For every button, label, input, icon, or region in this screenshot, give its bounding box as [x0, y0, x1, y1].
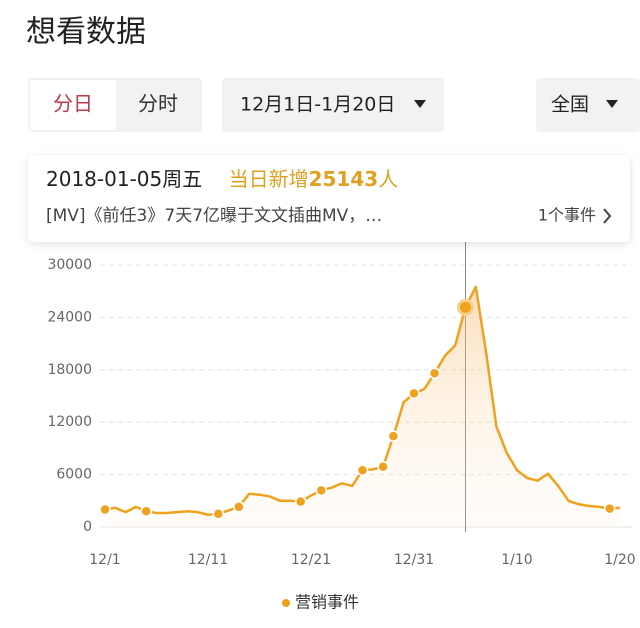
y-tick-label: 24000	[47, 309, 92, 325]
event-marker	[356, 464, 369, 476]
region-dropdown[interactable]	[536, 78, 640, 132]
event-marker	[603, 502, 616, 515]
event-marker	[212, 508, 225, 520]
dropdown-arrow	[414, 100, 426, 108]
tooltip-date: 2018-01-05周五	[46, 167, 202, 191]
chart: 0 6000 12000 18000 24000 30000 12/1 12/11 12/21 1…	[47, 242, 636, 612]
x-tick-label: 1/10	[501, 552, 532, 568]
tooltip-count: 25143	[309, 167, 379, 191]
event-marker	[294, 495, 307, 508]
tooltip-event: [MV]《前任3》7天7亿曝于文文插曲MV，…	[46, 206, 382, 226]
date-dropdown[interactable]	[222, 78, 444, 132]
x-tick-label: 12/11	[188, 552, 228, 568]
event-marker	[99, 503, 111, 516]
y-tick-label: 6000	[56, 467, 92, 483]
event-marker	[387, 430, 400, 442]
legend-label: 营销事件	[295, 593, 359, 612]
event-marker	[408, 387, 420, 400]
event-marker	[233, 501, 245, 513]
tab-day[interactable]: 分日	[53, 92, 93, 116]
event-marker	[377, 460, 389, 473]
chevron	[603, 208, 612, 224]
event-count[interactable]: 1个事件	[538, 206, 596, 225]
x-tick-label: 12/21	[291, 552, 331, 568]
x-tick-label: 12/31	[394, 552, 434, 568]
y-tick-label: 30000	[47, 257, 92, 273]
event-marker	[428, 367, 441, 380]
y-tick-label: 12000	[47, 414, 92, 430]
page-title: 想看数据	[26, 15, 146, 50]
event-marker	[315, 484, 328, 497]
event-marker	[140, 505, 152, 518]
tab-hour[interactable]: 分时	[138, 92, 178, 116]
tooltip-card	[28, 155, 630, 242]
legend-dot	[282, 599, 290, 607]
region: 全国	[551, 94, 589, 116]
y-tick-label: 0	[83, 519, 92, 535]
tooltip-prefix: 当日新增	[229, 167, 309, 191]
x-tick-label: 1/20	[604, 552, 635, 568]
area	[105, 286, 620, 527]
tooltip-headline: 2018-01-05周五 当日新增25143人	[46, 167, 398, 191]
dropdown-arrow	[606, 100, 618, 108]
event-marker	[457, 298, 474, 316]
tab-selected-bg	[30, 80, 116, 130]
date-range: 12月1日-1月20日	[240, 94, 395, 116]
y-tick-label: 18000	[47, 362, 92, 378]
x-tick-label: 12/1	[89, 552, 120, 568]
tooltip-unit: 人	[378, 167, 398, 191]
